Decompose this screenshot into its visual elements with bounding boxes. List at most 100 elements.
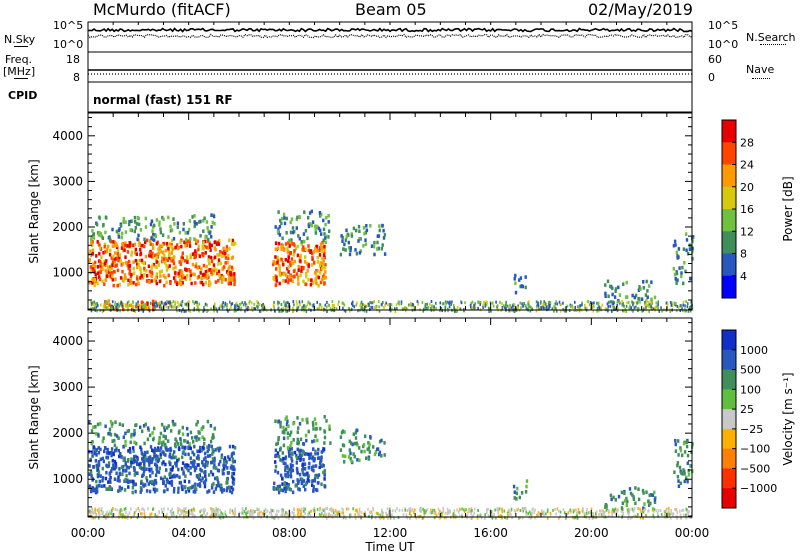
ground-scatter-cell bbox=[278, 309, 280, 313]
scatter-cell bbox=[132, 281, 135, 285]
scatter-cell bbox=[370, 244, 374, 248]
scatter-cell bbox=[288, 487, 291, 491]
scatter-cell bbox=[206, 460, 209, 465]
ground-scatter-cell bbox=[409, 516, 411, 520]
ground-scatter-cell bbox=[461, 507, 463, 511]
scatter-cell bbox=[674, 442, 677, 447]
scatter-cell bbox=[111, 227, 114, 232]
ground-scatter-cell bbox=[356, 301, 358, 305]
scatter-cell bbox=[177, 271, 180, 276]
scatter-cell bbox=[209, 282, 212, 286]
scatter-cell bbox=[143, 237, 146, 242]
ground-scatter-cell bbox=[281, 512, 284, 515]
ground-scatter-cell bbox=[198, 309, 200, 313]
scatter-cell bbox=[88, 472, 91, 476]
scatter-cell bbox=[162, 434, 165, 438]
ground-scatter-cell bbox=[251, 510, 253, 514]
ground-scatter-cell bbox=[487, 507, 489, 511]
ground-scatter-cell bbox=[647, 509, 650, 513]
scatter-cell bbox=[639, 287, 642, 291]
scatter-cell bbox=[607, 294, 610, 299]
scatter-cell bbox=[296, 253, 300, 258]
scatter-cell bbox=[198, 449, 201, 454]
scatter-cell bbox=[200, 427, 203, 432]
ground-scatter-cell bbox=[659, 509, 662, 513]
scatter-cell bbox=[187, 268, 190, 272]
ground-scatter-cell bbox=[318, 306, 320, 310]
scatter-cell bbox=[275, 279, 278, 283]
scatter-cell bbox=[378, 450, 382, 455]
ground-scatter-cell bbox=[264, 512, 267, 516]
ground-scatter-cell bbox=[250, 306, 253, 310]
scatter-cell bbox=[674, 449, 678, 453]
scatter-cell bbox=[139, 490, 142, 494]
scatter-cell bbox=[135, 423, 138, 427]
scatter-cell bbox=[207, 283, 211, 288]
scatter-cell bbox=[118, 485, 121, 490]
ground-scatter-cell bbox=[559, 510, 562, 514]
scatter-cell bbox=[283, 481, 287, 485]
scatter-cell bbox=[311, 280, 315, 285]
scatter-cell bbox=[300, 265, 303, 270]
ground-scatter-cell bbox=[657, 303, 659, 307]
scatter-cell bbox=[97, 461, 100, 465]
scatter-cell bbox=[218, 273, 221, 277]
scatter-cell bbox=[159, 476, 163, 481]
ground-scatter-cell bbox=[313, 506, 315, 510]
ground-scatter-cell bbox=[122, 513, 124, 517]
scatter-cell bbox=[164, 453, 167, 457]
scatter-cell bbox=[212, 214, 216, 219]
scatter-cell bbox=[158, 223, 161, 227]
scatter-cell bbox=[273, 277, 276, 282]
scatter-cell bbox=[99, 422, 102, 426]
ground-scatter-cell bbox=[91, 307, 94, 311]
scatter-cell bbox=[179, 439, 183, 443]
scatter-cell bbox=[91, 243, 94, 248]
scatter-cell bbox=[211, 435, 215, 440]
scatter-cell bbox=[317, 473, 321, 477]
scatter-cell bbox=[322, 463, 325, 468]
ground-scatter-cell bbox=[256, 305, 259, 309]
scatter-cell bbox=[312, 423, 315, 427]
ground-scatter-cell bbox=[598, 305, 600, 309]
scatter-cell bbox=[186, 260, 189, 264]
scatter-cell bbox=[524, 285, 527, 290]
scatter-cell bbox=[192, 452, 196, 457]
scatter-cell bbox=[686, 251, 690, 256]
scatter-cell bbox=[203, 272, 206, 277]
ground-scatter-cell bbox=[570, 510, 572, 514]
scatter-cell bbox=[204, 272, 207, 277]
nsearch-line bbox=[87, 33, 693, 39]
y-axis-label: Slant Range [km] bbox=[27, 159, 41, 263]
ground-scatter-cell bbox=[203, 306, 205, 310]
ground-scatter-cell bbox=[127, 513, 129, 517]
scatter-cell bbox=[274, 464, 278, 469]
ground-scatter-cell bbox=[684, 309, 687, 313]
ground-scatter-cell bbox=[186, 304, 189, 308]
scatter-cell bbox=[173, 450, 176, 454]
scatter-cell bbox=[201, 244, 204, 249]
scatter-cell bbox=[291, 490, 295, 495]
scatter-cell bbox=[127, 259, 131, 264]
ground-scatter-cell bbox=[215, 509, 217, 513]
y-tick-label: 2000 bbox=[52, 220, 83, 234]
ground-scatter-cell bbox=[268, 511, 271, 515]
ground-scatter-cell bbox=[371, 306, 374, 310]
ground-scatter-cell bbox=[117, 305, 119, 309]
scatter-cell bbox=[206, 454, 210, 458]
ground-scatter-cell bbox=[347, 507, 350, 511]
ground-scatter-cell bbox=[505, 516, 508, 520]
ground-scatter-cell bbox=[128, 511, 131, 515]
scatter-cell bbox=[287, 278, 290, 282]
ground-scatter-cell bbox=[126, 516, 129, 520]
scatter-cell bbox=[203, 216, 206, 221]
scatter-cell bbox=[202, 263, 206, 268]
ground-scatter-cell bbox=[289, 512, 291, 515]
ground-scatter-cell bbox=[458, 507, 461, 511]
ground-scatter-cell bbox=[174, 300, 177, 304]
scatter-cell bbox=[288, 447, 291, 451]
scatter-cell bbox=[124, 439, 127, 444]
scatter-cell bbox=[198, 437, 201, 441]
scatter-cell bbox=[685, 248, 688, 253]
scatter-cell bbox=[211, 457, 215, 461]
